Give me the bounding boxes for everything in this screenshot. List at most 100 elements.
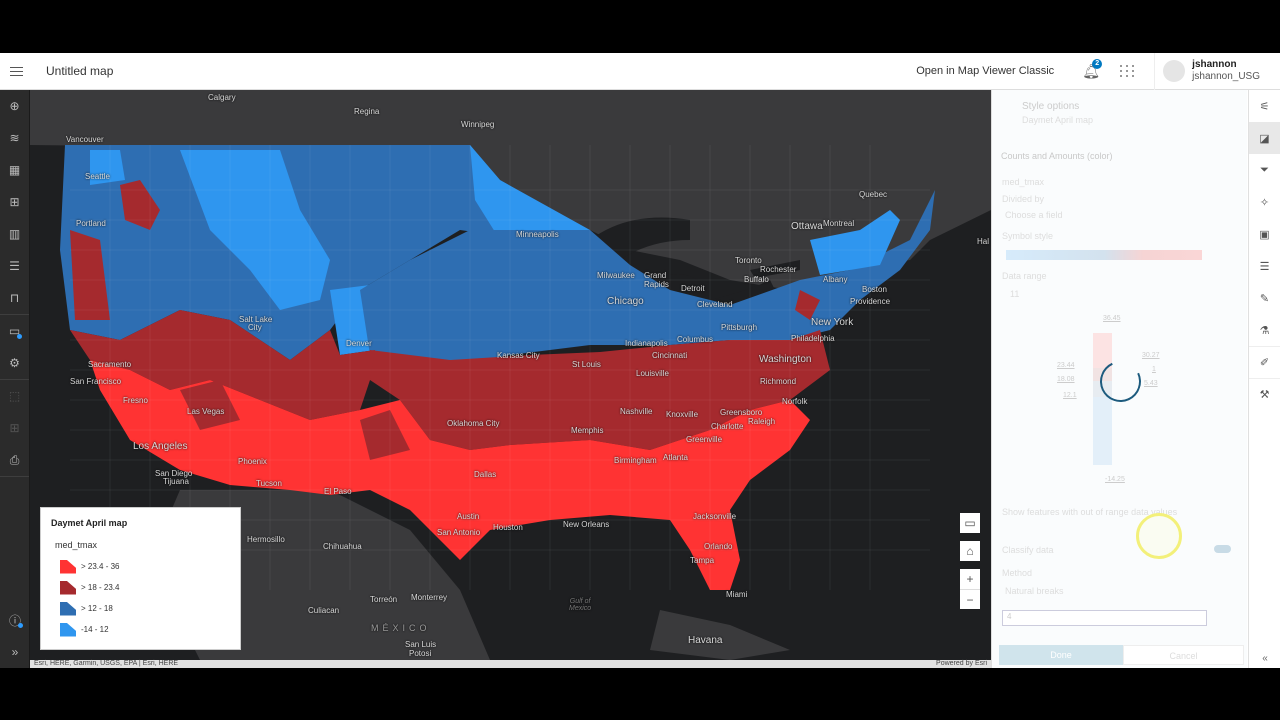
section-header-counts-amounts[interactable]: Counts and Amounts (color) — [1001, 151, 1113, 161]
sliders-icon: ⚟ — [1259, 100, 1270, 113]
avatar — [1163, 60, 1186, 82]
attribution-bar: Esri, HERE, Garmin, USGS, EPA | Esri, HE… — [30, 660, 991, 668]
folder-icon: ▭ — [8, 324, 21, 338]
user-org: jshannon_USG — [1192, 71, 1260, 82]
city-label: Las Vegas — [187, 407, 225, 416]
city-label: Calgary — [208, 93, 236, 102]
popups-button[interactable]: ▣ — [1249, 218, 1280, 250]
city-label: Albany — [823, 275, 848, 284]
city-label: New York — [811, 317, 854, 328]
zoom-in-button[interactable]: + — [966, 572, 974, 586]
city-label: Birmingham — [614, 456, 657, 465]
notification-badge: 2 — [1092, 59, 1103, 69]
city-label: Dallas — [474, 470, 497, 479]
save-button[interactable]: ▭ — [0, 315, 29, 347]
break-handle-3[interactable]: 12.1 — [1063, 392, 1077, 399]
legend-title: Daymet April map — [51, 518, 128, 528]
info-icon: ⓘ — [8, 613, 21, 628]
histogram-max[interactable]: 36.45 — [1103, 315, 1121, 322]
city-label: Nashville — [620, 407, 653, 416]
city-label: Vancouver — [66, 135, 104, 144]
filter-button[interactable]: ⏷ — [1249, 154, 1280, 186]
city-label: New Orleans — [563, 520, 610, 529]
cancel-button[interactable]: Cancel — [1123, 645, 1244, 665]
tools-button[interactable]: ⚒ — [1249, 378, 1280, 410]
num-classes-input[interactable]: 4 — [1002, 610, 1207, 626]
city-label: Raleigh — [748, 417, 776, 426]
hamburger-menu-button[interactable] — [0, 53, 32, 90]
city-label: Hal — [977, 237, 990, 246]
layers-button[interactable]: ≋ — [0, 122, 29, 154]
hamburger-icon — [9, 70, 23, 72]
labels-button[interactable]: ☰ — [1249, 250, 1280, 282]
city-label: Miami — [726, 590, 748, 599]
city-label: Montreal — [823, 219, 855, 228]
popup-icon: ▣ — [1259, 228, 1270, 241]
histogram-min[interactable]: -14.25 — [1105, 476, 1125, 483]
break-handle-1[interactable]: 23.44 — [1057, 362, 1075, 369]
analysis-button[interactable]: ⚗ — [1249, 314, 1280, 346]
city-label: Washington — [759, 354, 812, 365]
mouse-cursor-highlight — [1136, 513, 1182, 559]
expand-toolbar-button[interactable]: » — [0, 636, 30, 668]
city-label: Philadelphia — [791, 334, 835, 343]
unsaved-indicator — [17, 334, 22, 339]
swatch-cool — [60, 601, 76, 616]
bookmarks-button[interactable]: ⊓ — [0, 282, 29, 314]
map-title[interactable]: Untitled map — [46, 64, 114, 78]
done-button[interactable]: Done — [999, 645, 1123, 665]
print-button[interactable]: ⎙ — [0, 444, 29, 476]
city-label: Culiacan — [308, 606, 340, 615]
layers-icon: ≋ — [9, 131, 20, 145]
city-label: Quebec — [859, 190, 888, 199]
divided-by-select[interactable]: Choose a field — [1005, 210, 1063, 220]
expand-icon: » — [11, 645, 19, 659]
city-label: St Louis — [572, 360, 601, 369]
city-label: Rochester — [760, 265, 797, 274]
method-select[interactable]: Natural breaks — [1005, 586, 1064, 596]
zoom-out-button[interactable]: − — [960, 589, 980, 609]
city-label: Boston — [862, 285, 887, 294]
classify-data-toggle[interactable] — [1214, 545, 1231, 553]
city-label: El Paso — [324, 487, 352, 496]
city-label: Pittsburgh — [721, 323, 758, 332]
divided-by-label: Divided by — [1002, 194, 1045, 204]
legend-button[interactable]: ☰ — [0, 250, 29, 282]
sketch-button[interactable]: ✎ — [1249, 282, 1280, 314]
apps-icon: ⊞ — [9, 421, 20, 435]
map-view[interactable]: Calgary Regina Winnipeg Vancouver Seattle Por… — [30, 90, 991, 660]
create-app-button[interactable]: ⊞ — [0, 412, 29, 444]
effects-button[interactable]: ✧ — [1249, 186, 1280, 218]
styles-button[interactable]: ◪ — [1249, 122, 1280, 154]
city-label: Greensboro — [720, 408, 763, 417]
city-label: San Francisco — [70, 377, 122, 386]
city-label: San Luis — [405, 640, 437, 649]
app-launcher-button[interactable] — [1116, 60, 1138, 82]
user-name: jshannon — [1192, 59, 1237, 70]
map-properties-button[interactable]: ⚙ — [0, 347, 29, 379]
add-layer-button[interactable]: ⊕ — [0, 90, 29, 122]
city-label: City — [248, 323, 262, 332]
collapse-panel-button[interactable]: « — [1262, 653, 1268, 664]
city-label: Toronto — [735, 256, 762, 265]
home-icon: ⌂ — [966, 544, 974, 558]
tables-button[interactable]: ▦ — [0, 154, 29, 186]
break-handle-2[interactable]: 18.08 — [1057, 376, 1075, 383]
basemap-button[interactable]: ⊞ — [0, 186, 29, 218]
open-map-viewer-classic-link[interactable]: Open in Map Viewer Classic — [916, 65, 1055, 77]
edit-button[interactable]: ✐ — [1249, 346, 1280, 378]
share-button[interactable]: ⬚ — [0, 380, 29, 412]
charts-button[interactable]: ▥ — [0, 218, 29, 250]
properties-button[interactable]: ⚟ — [1249, 90, 1280, 122]
city-label: Indianapolis — [625, 339, 668, 348]
city-label: Richmond — [760, 377, 797, 386]
fullscreen-button[interactable]: ▭ — [960, 513, 980, 533]
powered-by-esri[interactable]: Powered by Esri — [936, 660, 987, 667]
divider — [0, 314, 29, 315]
user-menu[interactable]: jshannon jshannon_USG — [1154, 52, 1280, 90]
notifications-button[interactable]: 🔔︎ 2 — [1080, 59, 1103, 82]
home-button[interactable]: ⌂ — [960, 541, 980, 561]
color-ramp-button[interactable] — [1006, 250, 1202, 260]
chart-icon: ▥ — [8, 227, 21, 241]
info-button[interactable]: ⓘ — [0, 604, 30, 636]
